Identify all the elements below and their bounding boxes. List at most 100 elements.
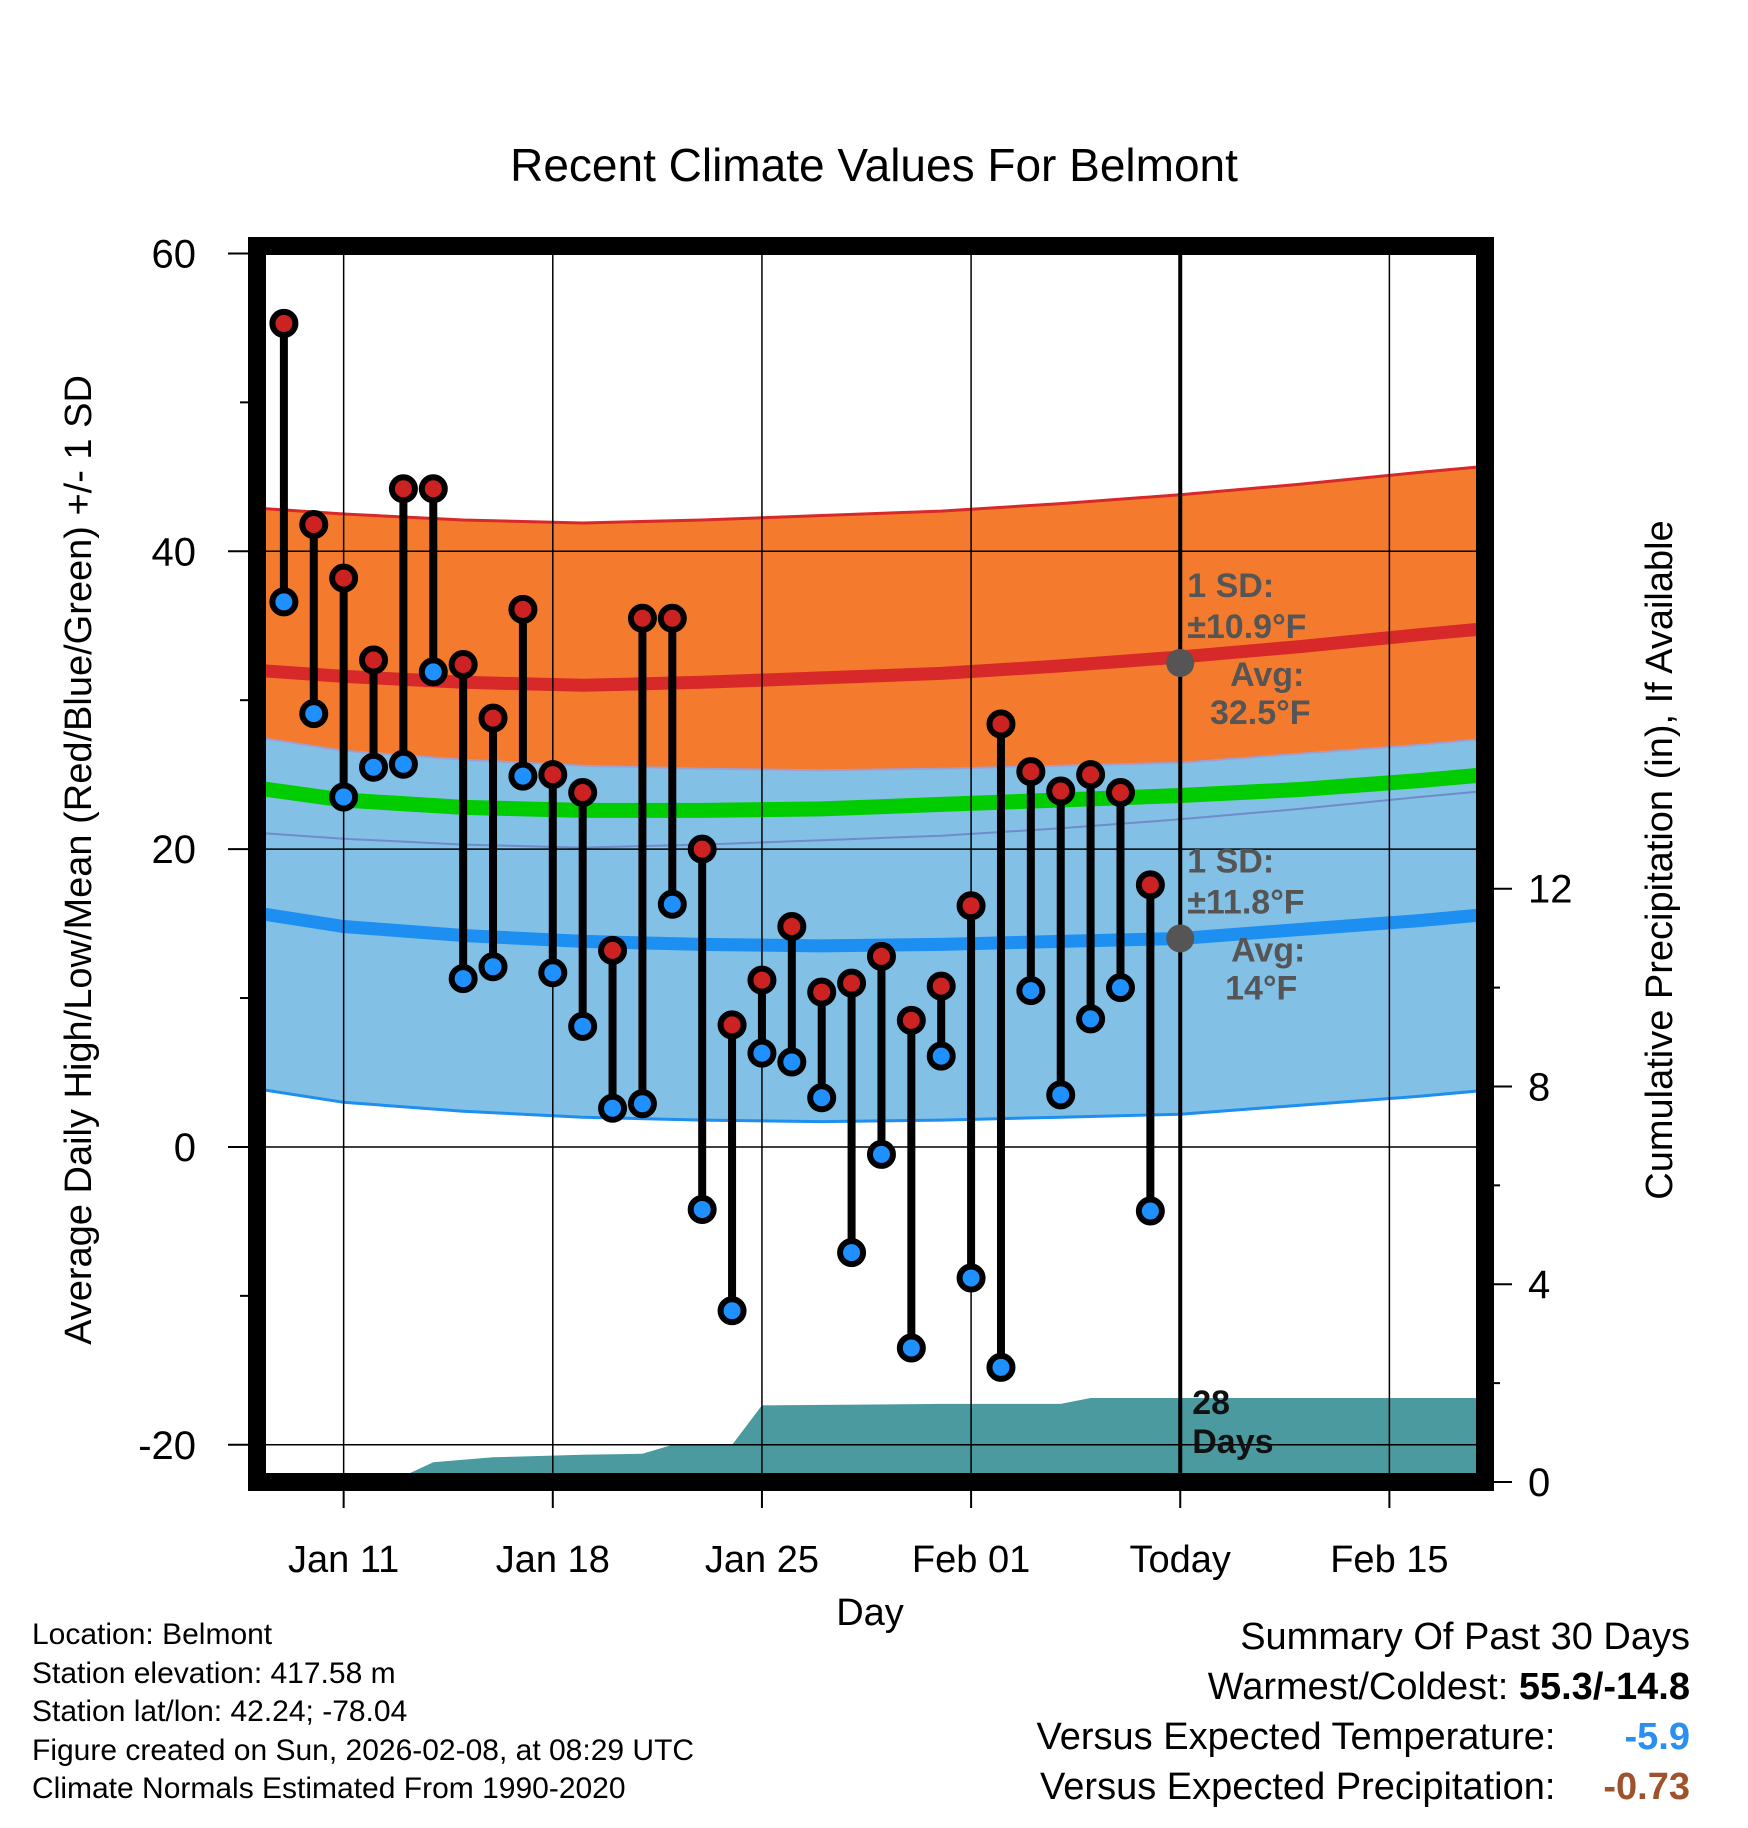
daily-low-point — [1135, 1196, 1165, 1226]
low-sd-upper-line — [257, 736, 1485, 772]
daily-high-point — [866, 941, 896, 971]
daily-high-point — [956, 891, 986, 921]
daily-low-point — [837, 1238, 867, 1268]
daily-high-point — [1046, 776, 1076, 806]
daily-high-point — [1076, 760, 1106, 790]
low-avg-label: Avg: — [1231, 931, 1305, 969]
warm-cold-value: 55.3/-14.8 — [1518, 1666, 1690, 1708]
high-sd-value: ±10.9°F — [1187, 608, 1306, 646]
chart-title: Recent Climate Values For Belmont — [510, 139, 1238, 191]
daily-low-point — [598, 1093, 628, 1123]
daily-high-point — [896, 1005, 926, 1035]
precip-label: Versus Expected Precipitation: — [1040, 1766, 1556, 1808]
daily-high-point — [837, 968, 867, 998]
x-tick-label: Jan 11 — [288, 1539, 399, 1581]
daily-high-point — [598, 935, 628, 965]
precip-value: -0.73 — [1603, 1766, 1690, 1808]
summary-temp: Versus Expected Temperature: -5.9 — [1037, 1712, 1690, 1762]
daily-high-point — [747, 965, 777, 995]
meta-location: Location: Belmont — [32, 1618, 273, 1651]
daily-low-point — [329, 782, 359, 812]
high-sd-label: 1 SD: — [1187, 567, 1274, 605]
y2-tick-label: 0 — [1528, 1461, 1550, 1505]
warm-cold-label: Warmest/Coldest: — [1207, 1666, 1509, 1708]
daily-high-point — [329, 563, 359, 593]
daily-high-point — [657, 603, 687, 633]
daily-low-point — [269, 587, 299, 617]
daily-high-point — [388, 474, 418, 504]
daily-high-point — [478, 703, 508, 733]
avg-low-today-marker — [1166, 924, 1195, 953]
station-metadata: Location: Belmont Station elevation: 417… — [32, 1616, 694, 1809]
daily-low-point — [508, 761, 538, 791]
daily-low-point — [717, 1296, 747, 1326]
daily-low-point — [777, 1047, 807, 1077]
x-tick-label: Jan 18 — [496, 1539, 610, 1581]
avg-mean-line — [257, 767, 1485, 818]
y-tick-label: -20 — [138, 1424, 196, 1468]
daily-low-point — [359, 752, 389, 782]
low-sd-value: ±11.8°F — [1187, 883, 1304, 921]
x-tick-label: Jan 25 — [705, 1539, 819, 1581]
daily-low-point — [986, 1352, 1016, 1382]
daily-high-point — [448, 649, 478, 679]
high-avg-label: Avg: — [1230, 656, 1304, 694]
y-axis-label: Average Daily High/Low/Mean (Red/Blue/Gr… — [58, 375, 100, 1345]
daily-high-point — [1135, 870, 1165, 900]
daily-low-point — [568, 1011, 598, 1041]
daily-low-point — [687, 1194, 717, 1224]
summary-precip: Versus Expected Precipitation: -0.73 — [1037, 1762, 1690, 1812]
y2-tick-label: 8 — [1528, 1065, 1550, 1109]
daily-low-point — [418, 657, 448, 687]
daily-low-point — [1076, 1004, 1106, 1034]
daily-high-point — [359, 645, 389, 675]
daily-high-point — [687, 834, 717, 864]
x-tick-label: Today — [1130, 1539, 1231, 1581]
daily-low-point — [926, 1041, 956, 1071]
daily-high-point — [568, 778, 598, 808]
daily-low-point — [956, 1263, 986, 1293]
y-tick-label: 40 — [152, 530, 197, 574]
high-sd-upper-line — [257, 464, 1485, 525]
x-tick-label: Feb 01 — [912, 1539, 1030, 1581]
daily-low-point — [1016, 976, 1046, 1006]
high-sd-band — [257, 466, 1485, 848]
daily-high-point — [418, 474, 448, 504]
daily-low-point — [448, 964, 478, 994]
y2-tick-label: 12 — [1528, 868, 1573, 912]
y-tick-label: 60 — [152, 232, 197, 276]
daily-high-point — [269, 308, 299, 338]
summary-heading: Summary Of Past 30 Days — [1240, 1616, 1690, 1658]
days-text-label: Days — [1192, 1423, 1273, 1461]
daily-high-point — [508, 594, 538, 624]
y2-tick-label: 4 — [1528, 1263, 1550, 1307]
daily-low-point — [388, 749, 418, 779]
daily-low-point — [1105, 973, 1135, 1003]
temp-value: -5.9 — [1624, 1716, 1690, 1758]
cumulative-precip-area — [257, 1398, 1485, 1482]
daily-low-point — [478, 952, 508, 982]
daily-low-point — [299, 699, 329, 729]
meta-elevation: Station elevation: 417.58 m — [32, 1656, 396, 1690]
high-sd-lower-line — [257, 790, 1485, 849]
summary-warm-cold: Warmest/Coldest: 55.3/-14.8 — [1037, 1662, 1690, 1712]
daily-high-point — [926, 971, 956, 1001]
daily-high-point — [717, 1010, 747, 1040]
daily-high-point — [1016, 757, 1046, 787]
daily-low-point — [807, 1083, 837, 1113]
low-sd-label: 1 SD: — [1187, 842, 1274, 880]
daily-high-point — [777, 912, 807, 942]
days-count-label: 28 — [1192, 1384, 1230, 1422]
daily-low-point — [538, 958, 568, 988]
daily-high-point — [627, 603, 657, 633]
meta-latlon: Station lat/lon: 42.24; -78.04 — [32, 1695, 408, 1728]
y2-axis-label: Cumulative Precipitation (in), If Availa… — [1639, 520, 1681, 1199]
daily-high-point — [299, 509, 329, 539]
x-axis-label: Day — [836, 1592, 904, 1634]
daily-low-point — [657, 889, 687, 919]
daily-low-point — [747, 1038, 777, 1068]
low-avg-value: 14°F — [1225, 969, 1297, 1007]
x-tick-label: Feb 15 — [1330, 1539, 1448, 1581]
daily-low-point — [896, 1333, 926, 1363]
